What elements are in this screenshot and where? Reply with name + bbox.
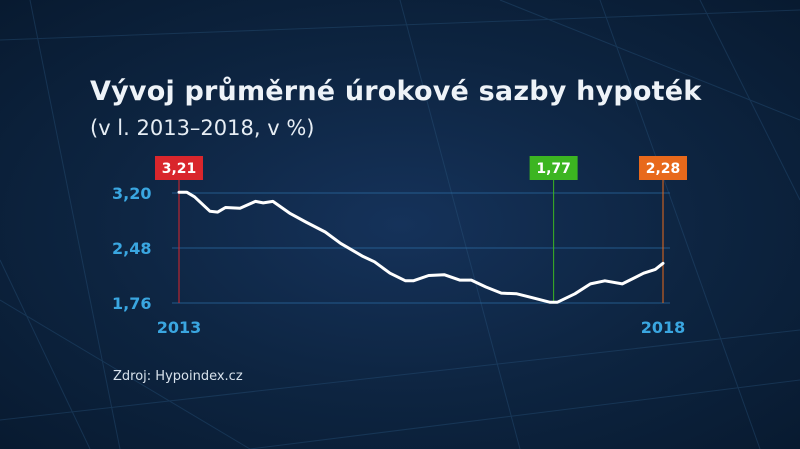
chart-title: Vývoj průměrné úrokové sazby hypoték: [90, 76, 702, 107]
series-line: [177, 190, 665, 304]
annotation-badge: [529, 156, 578, 180]
annotation-badge: [639, 156, 687, 180]
y-tick-label: 1,76: [112, 294, 151, 313]
annotation-label: 1,77: [536, 161, 571, 177]
annotation-label: 2,28: [646, 161, 681, 177]
annotation-badge: [155, 156, 203, 180]
annotation-label: 3,21: [162, 161, 197, 177]
y-tick-label: 3,20: [112, 184, 151, 203]
x-tick-label: 2013: [157, 318, 202, 337]
y-tick-label: 2,48: [112, 239, 151, 258]
x-tick-label: 2018: [641, 318, 686, 337]
chart-subtitle: (v l. 2013–2018, v %): [90, 116, 315, 140]
chart-source: Zdroj: Hypoindex.cz: [113, 369, 243, 384]
